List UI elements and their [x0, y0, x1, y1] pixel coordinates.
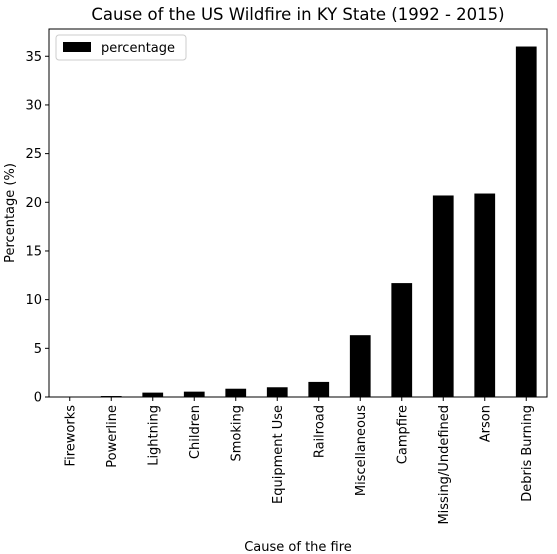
bar — [142, 392, 164, 397]
x-tick-label: Equipment Use — [271, 405, 286, 504]
bars-layer — [59, 46, 537, 398]
y-tick-label: 5 — [34, 342, 42, 357]
legend-label: percentage — [101, 41, 175, 56]
legend-swatch — [63, 42, 91, 52]
bar — [432, 195, 454, 397]
x-tick-label: Children — [188, 405, 203, 459]
x-axis-label: Cause of the fire — [244, 540, 352, 554]
x-tick-label: Railroad — [312, 405, 327, 458]
bar — [349, 335, 371, 397]
x-axis: Fireworks Powerline Lightning Children Smoki… — [63, 397, 535, 525]
x-tick-label: Lightning — [146, 405, 161, 466]
bar — [225, 388, 247, 397]
y-axis-label-group: Percentage (%) — [3, 163, 18, 263]
x-tick-label: Missing/Undefined — [437, 405, 452, 525]
chart-title: Cause of the US Wildfire in KY State (19… — [91, 5, 504, 24]
bar — [515, 46, 537, 398]
x-tick-label: Debris Burning — [520, 405, 535, 502]
x-tick-label: Arson — [478, 405, 493, 442]
y-tick-label: 10 — [25, 293, 42, 308]
bar — [391, 283, 413, 397]
y-tick-label: 30 — [25, 98, 42, 113]
y-axis-label: Percentage (%) — [3, 163, 18, 263]
x-tick-label: Powerline — [105, 405, 120, 468]
bar — [474, 193, 496, 397]
bar — [183, 391, 205, 397]
y-axis: 0 5 10 15 20 25 30 35 — [25, 50, 49, 406]
bar — [308, 381, 330, 397]
plot-frame — [48, 28, 548, 398]
y-tick-label: 25 — [25, 147, 42, 162]
legend-box — [55, 34, 187, 61]
y-tick-label: 0 — [34, 391, 42, 406]
x-tick-label: Smoking — [229, 405, 244, 462]
y-tick-label: 15 — [25, 244, 42, 259]
x-tick-label: Miscellaneous — [354, 405, 369, 496]
x-tick-label: Fireworks — [63, 405, 78, 467]
y-tick-label: 35 — [25, 50, 42, 65]
legend: percentage — [55, 34, 187, 61]
x-tick-label: Campfire — [395, 405, 410, 464]
bar — [266, 387, 288, 397]
y-tick-label: 20 — [25, 196, 42, 211]
